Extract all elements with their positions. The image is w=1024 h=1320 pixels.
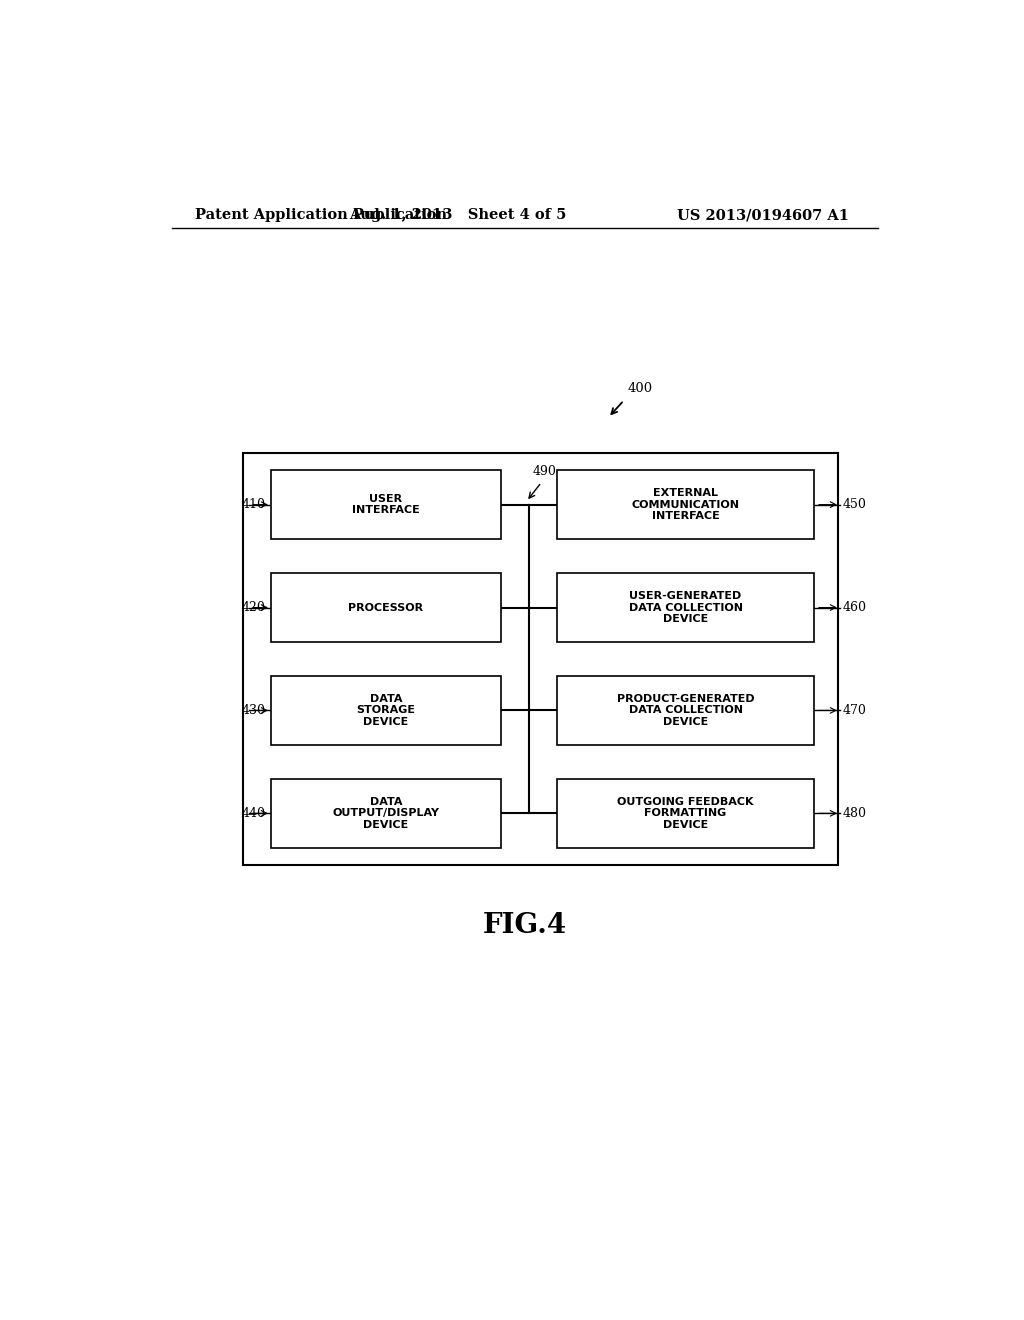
Text: USER
INTERFACE: USER INTERFACE (352, 494, 420, 515)
Bar (270, 779, 501, 847)
Text: EXTERNAL
COMMUNICATION
INTERFACE: EXTERNAL COMMUNICATION INTERFACE (632, 488, 739, 521)
Text: 410: 410 (242, 498, 265, 511)
Text: 480: 480 (842, 807, 866, 820)
Bar (557, 676, 814, 744)
Bar (557, 573, 814, 642)
Text: USER-GENERATED
DATA COLLECTION
DEVICE: USER-GENERATED DATA COLLECTION DEVICE (629, 591, 742, 624)
Text: 490: 490 (532, 465, 557, 478)
Text: DATA
OUTPUT/DISPLAY
DEVICE: DATA OUTPUT/DISPLAY DEVICE (333, 797, 439, 830)
Text: 420: 420 (242, 601, 265, 614)
Text: 470: 470 (842, 704, 866, 717)
Bar (557, 779, 814, 847)
Text: 450: 450 (842, 498, 866, 511)
Bar (557, 470, 814, 539)
Text: PRODUCT-GENERATED
DATA COLLECTION
DEVICE: PRODUCT-GENERATED DATA COLLECTION DEVICE (616, 694, 755, 727)
Bar (270, 470, 501, 539)
Bar (243, 453, 839, 865)
Text: DATA
STORAGE
DEVICE: DATA STORAGE DEVICE (356, 694, 416, 727)
Text: Patent Application Publication: Patent Application Publication (196, 209, 447, 222)
Text: Aug. 1, 2013   Sheet 4 of 5: Aug. 1, 2013 Sheet 4 of 5 (348, 209, 566, 222)
Text: 440: 440 (242, 807, 265, 820)
Text: PROCESSOR: PROCESSOR (348, 602, 424, 612)
Text: 460: 460 (842, 601, 866, 614)
Text: FIG.4: FIG.4 (482, 912, 567, 940)
Bar (270, 573, 501, 642)
Text: OUTGOING FEEDBACK
FORMATTING
DEVICE: OUTGOING FEEDBACK FORMATTING DEVICE (617, 797, 754, 830)
Text: 400: 400 (628, 383, 653, 395)
Bar (270, 676, 501, 744)
Text: 430: 430 (242, 704, 265, 717)
Text: US 2013/0194607 A1: US 2013/0194607 A1 (677, 209, 849, 222)
